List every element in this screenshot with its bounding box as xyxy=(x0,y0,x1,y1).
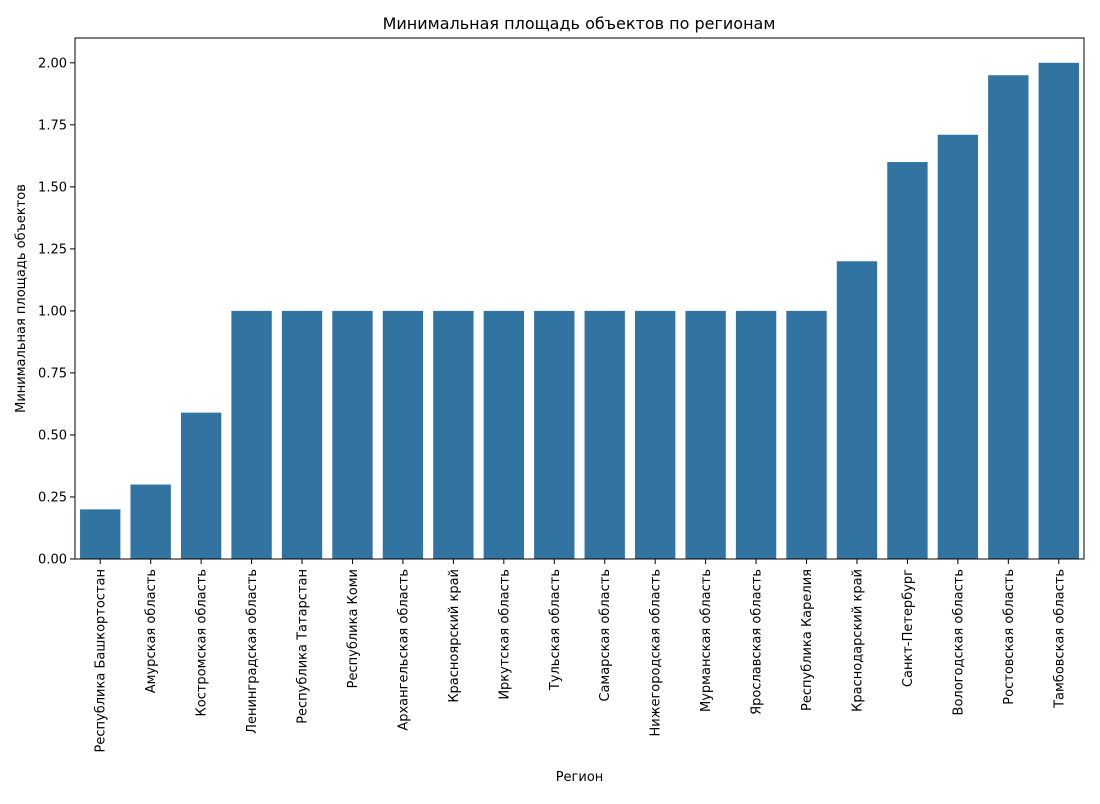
x-tick-label: Республика Карелия xyxy=(800,569,815,711)
x-tick-label: Тамбовская область xyxy=(1052,569,1067,709)
bar xyxy=(483,310,525,559)
chart-title: Минимальная площадь объектов по регионам xyxy=(383,14,776,33)
plot-frame xyxy=(74,37,1085,560)
y-tick-label: 1.50 xyxy=(38,180,67,195)
bar xyxy=(735,310,777,559)
x-tick-label: Красноярский край xyxy=(447,569,462,703)
x-tick-label: Мурманская область xyxy=(699,569,714,712)
bar xyxy=(887,162,928,560)
bar xyxy=(382,310,424,559)
bar xyxy=(332,310,373,559)
x-tick-label: Амурская область xyxy=(144,569,159,693)
x-tick-label: Иркутская область xyxy=(497,569,512,700)
y-tick-label: 0.25 xyxy=(38,490,67,505)
bar xyxy=(534,310,575,559)
x-tick-label: Архангельская область xyxy=(396,569,411,731)
x-tick-label: Костромская область xyxy=(195,569,210,716)
y-tick-label: 0.00 xyxy=(38,553,67,568)
x-tick-label: Ленинградская область xyxy=(245,569,260,734)
y-tick-label: 1.25 xyxy=(38,242,67,257)
x-tick-label: Краснодарский край xyxy=(850,569,865,712)
bars xyxy=(80,62,1079,560)
x-axis: Республика Башкортостан Амурская область К… xyxy=(94,559,1067,752)
x-tick-label: Тульская область xyxy=(548,569,563,691)
bar xyxy=(937,134,979,559)
bar xyxy=(836,261,878,559)
bar xyxy=(786,310,827,559)
bar xyxy=(988,75,1029,559)
bar xyxy=(634,310,676,559)
y-tick-label: 0.75 xyxy=(38,366,67,381)
bar xyxy=(1038,62,1079,560)
y-tick-label: 2.00 xyxy=(38,56,67,71)
x-tick-label: Республика Коми xyxy=(346,569,361,688)
x-tick-label: Самарская область xyxy=(598,569,613,702)
bar xyxy=(130,484,171,559)
bar xyxy=(433,310,474,559)
y-axis-label: Минимальная площадь объектов xyxy=(14,184,29,413)
x-axis-label: Регион xyxy=(556,770,604,785)
x-tick-label: Санкт-Петербург xyxy=(901,569,916,687)
bar xyxy=(80,509,121,559)
x-tick-label: Вологодская область xyxy=(951,569,966,715)
y-tick-label: 1.75 xyxy=(38,118,67,133)
bar xyxy=(231,310,272,559)
x-tick-label: Ростовская область xyxy=(1002,569,1017,705)
bar xyxy=(685,310,726,559)
x-tick-label: Ярославская область xyxy=(750,569,765,715)
x-tick-label: Нижегородская область xyxy=(649,569,664,736)
y-tick-label: 1.00 xyxy=(38,304,67,319)
y-axis: 0.00 0.25 0.50 0.75 1.00 1.25 1.50 1.75 2.00 xyxy=(38,56,75,568)
bar xyxy=(584,310,625,559)
bar xyxy=(281,310,323,559)
x-tick-label: Республика Башкортостан xyxy=(94,569,109,752)
bar xyxy=(180,412,222,559)
x-tick-label: Республика Татарстан xyxy=(296,569,311,724)
y-tick-label: 0.50 xyxy=(38,428,67,443)
